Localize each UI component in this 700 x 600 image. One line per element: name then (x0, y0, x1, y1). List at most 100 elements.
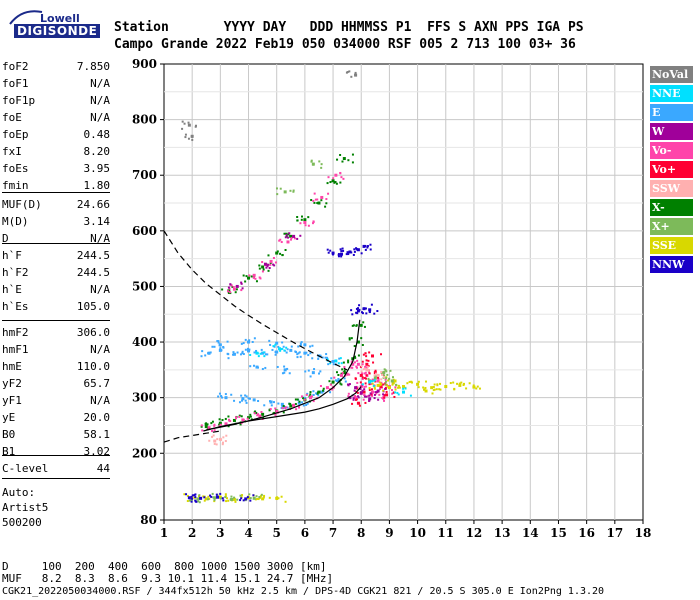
param-m-d-: M(D) 3.14 (2, 213, 110, 230)
scatter-point (221, 288, 224, 291)
scatter-point (290, 237, 293, 240)
scatter-point (357, 396, 360, 399)
auto-code: 500200 (2, 516, 42, 529)
scatter-point (363, 372, 366, 375)
scatter-point (343, 369, 346, 372)
scatter-point (244, 394, 247, 397)
scatter-point (337, 374, 340, 377)
param-name: MUF(D) (2, 198, 42, 211)
scatter-point (238, 401, 241, 404)
scatter-point (341, 371, 344, 374)
scatter-point (384, 380, 387, 383)
scatter-point (411, 381, 414, 384)
scatter-point (370, 303, 373, 306)
scatter-point (395, 383, 398, 386)
scatter-point (356, 248, 360, 252)
scatter-point (340, 362, 343, 365)
scatter-point (267, 269, 270, 272)
param-b1: B1 3.02 (2, 443, 110, 460)
scatter-point (326, 248, 329, 251)
scatter-point (342, 157, 346, 161)
scatter-point (201, 350, 204, 353)
scatter-point (245, 395, 248, 398)
scatter-point (371, 390, 375, 394)
param-h-es: h`Es 105.0 (2, 298, 110, 315)
param-name: foF2 (2, 60, 29, 73)
scatter-point (397, 386, 400, 389)
scatter-point (235, 288, 238, 291)
scatter-point (248, 493, 251, 496)
scatter-point (289, 238, 292, 241)
param-hmf1: hmF1 N/A (2, 341, 110, 358)
scatter-point (342, 249, 345, 252)
scatter-point (312, 220, 315, 223)
scatter-point (270, 404, 273, 407)
scatter-point (304, 396, 307, 399)
param-name: fmin (2, 179, 29, 192)
param-fof1p: foF1p N/A (2, 92, 110, 109)
scatter-point (249, 497, 252, 500)
scatter-point (268, 496, 271, 499)
scatter-point (284, 248, 287, 251)
scatter-point (242, 353, 245, 356)
scatter-point (283, 190, 287, 194)
scatter-point (296, 353, 299, 356)
scatter-point (232, 351, 235, 354)
param-value: N/A (90, 232, 110, 245)
scatter-point (213, 424, 216, 427)
scatter-point (221, 419, 224, 422)
scatter-point (281, 404, 284, 407)
scatter-point (241, 494, 244, 497)
scatter-point (255, 411, 258, 414)
scatter-point (314, 198, 317, 201)
scatter-point (236, 498, 239, 501)
scatter-point (351, 161, 354, 164)
scatter-point (194, 124, 197, 127)
scatter-point (275, 341, 279, 345)
scatter-point (227, 499, 230, 502)
scatter-point (387, 386, 391, 390)
scatter-point (222, 346, 225, 349)
scatter-point (226, 340, 229, 343)
param-value: 110.0 (76, 360, 110, 373)
scatter-point (335, 380, 338, 383)
scatter-point (227, 357, 230, 360)
scatter-point (307, 369, 310, 372)
scatter-point (309, 396, 313, 400)
scatter-point (224, 393, 227, 396)
scatter-point (364, 371, 367, 374)
scatter-point (368, 383, 371, 386)
scatter-point (236, 351, 239, 354)
scatter-point (333, 376, 336, 379)
param-yf1: yF1 N/A (2, 392, 110, 409)
param-hme: hmE 110.0 (2, 358, 110, 375)
scatter-point (280, 402, 284, 406)
scatter-point (391, 376, 394, 379)
param-foep: foEp 0.48 (2, 126, 110, 143)
param-name: foEp (2, 128, 29, 141)
scatter-point (283, 405, 286, 408)
scatter-point (260, 493, 263, 496)
scatter-point (238, 414, 241, 417)
param-name: h`F (2, 249, 22, 262)
scatter-point (391, 383, 394, 386)
scatter-point (277, 497, 280, 500)
param-hmf2: hmF2 306.0 (2, 324, 110, 341)
scatter-point (444, 385, 448, 389)
scatter-point (240, 394, 243, 397)
scatter-point (232, 287, 236, 291)
param-h-e: h`E N/A (2, 281, 110, 298)
scatter-point (201, 429, 204, 432)
scatter-point (357, 372, 360, 375)
param-value: 7.850 (76, 60, 110, 73)
scatter-point (227, 291, 230, 294)
param-name: foEs (2, 162, 29, 175)
scatter-point (325, 353, 328, 356)
param-d: D N/A (2, 230, 110, 247)
scatter-point (224, 423, 227, 426)
scatter-point (261, 265, 265, 269)
scatter-point (292, 190, 295, 193)
scatter-point (364, 248, 367, 251)
scatter-point (340, 250, 343, 253)
scatter-point (375, 372, 378, 375)
